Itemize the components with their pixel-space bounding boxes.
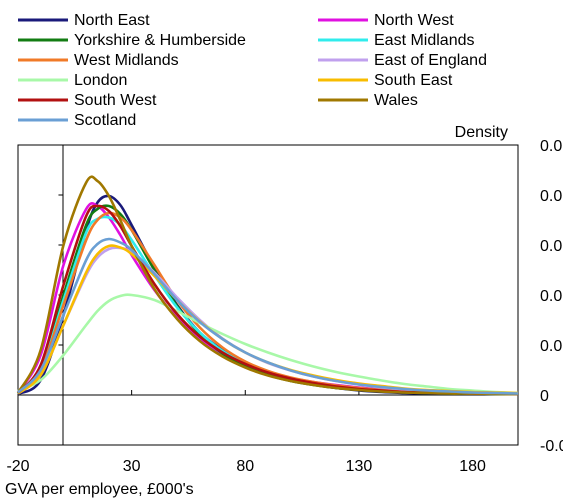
plot-frame: [17, 144, 519, 446]
legend: North East North West Yorkshire & Humbersi…: [18, 12, 487, 129]
legend-item-1: North West: [318, 12, 454, 29]
legend-label-8: South West: [74, 92, 157, 109]
legend-item-0: North East: [18, 12, 150, 29]
series-line-3: [17, 215, 519, 396]
series-lines: [16, 175, 519, 396]
legend-label-0: North East: [74, 12, 150, 29]
x-tick-label-4: 180: [459, 458, 486, 475]
y-tick-label-2: 0.0: [540, 338, 562, 355]
series-line-8: [16, 204, 519, 396]
legend-label-4: West Midlands: [74, 52, 179, 69]
legend-label-5: East of England: [374, 52, 487, 69]
legend-item-9: Wales: [318, 92, 418, 109]
x-tick-label-2: 80: [236, 458, 254, 475]
legend-item-3: East Midlands: [318, 32, 475, 49]
series-line-6: [17, 293, 519, 395]
x-axis-label: GVA per employee, £000's: [5, 481, 194, 498]
x-tick-label-0: -20: [6, 458, 29, 475]
y-tick-label-1: 0: [540, 388, 549, 405]
legend-label-9: Wales: [374, 92, 418, 109]
x-tick-label-1: 30: [123, 458, 141, 475]
legend-label-10: Scotland: [74, 112, 136, 129]
legend-item-4: West Midlands: [18, 52, 179, 69]
legend-label-6: London: [74, 72, 127, 89]
y-axis-label: Density: [455, 124, 508, 141]
legend-item-10: Scotland: [18, 112, 136, 129]
legend-item-6: London: [18, 72, 127, 89]
series-line-10: [17, 237, 519, 395]
y-tick-label-4: 0.0: [540, 238, 562, 255]
legend-label-1: North West: [374, 12, 454, 29]
y-tick-label-6: 0.0: [540, 138, 562, 155]
y-tick-labels: -0.0 0 0.0 0.0 0.0 0.0 0.0: [540, 138, 563, 455]
series-line-4: [17, 211, 519, 396]
y-tick-label-0: -0.0: [540, 438, 563, 455]
legend-label-3: East Midlands: [374, 32, 475, 49]
x-tick-labels: -20 30 80 130 180: [6, 458, 486, 475]
series-line-2: [17, 204, 519, 396]
legend-label-7: South East: [374, 72, 453, 89]
y-tick-label-5: 0.0: [540, 188, 562, 205]
legend-item-2: Yorkshire & Humberside: [18, 32, 246, 49]
legend-item-7: South East: [318, 72, 453, 89]
legend-label-2: Yorkshire & Humberside: [74, 32, 246, 49]
series-line-1: [16, 202, 519, 395]
legend-item-5: East of England: [318, 52, 487, 69]
series-line-9: [16, 175, 519, 396]
x-tick-label-3: 130: [346, 458, 373, 475]
y-tick-label-3: 0.0: [540, 288, 562, 305]
legend-item-8: South West: [18, 92, 157, 109]
axis-ticks: [17, 144, 474, 446]
